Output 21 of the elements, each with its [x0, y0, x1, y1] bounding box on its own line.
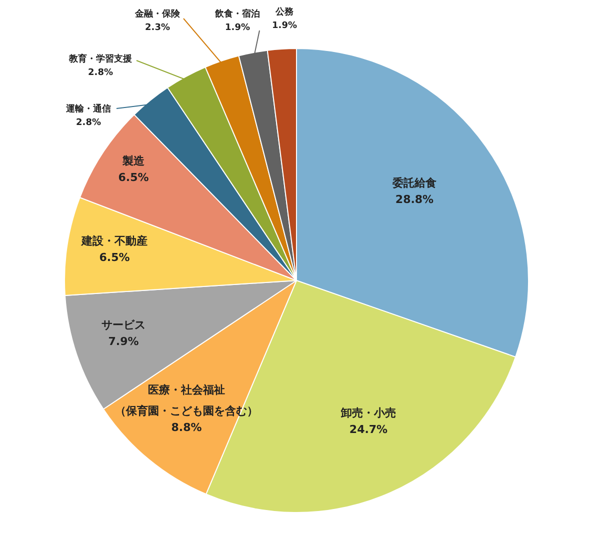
data-label: 24.7%: [349, 422, 388, 436]
slice-label: サービス: [102, 318, 146, 332]
slice-label: 公務: [274, 6, 294, 18]
slice-label: 委託給食: [392, 176, 436, 190]
slice-label: 製造: [122, 154, 146, 168]
data-label: 2.3%: [145, 22, 170, 33]
data-label: 6.5%: [118, 170, 149, 184]
data-label: 6.5%: [99, 250, 130, 264]
slice-label: 教育・学習支援: [68, 52, 133, 64]
data-label: 7.9%: [108, 334, 139, 348]
data-label: 2.8%: [88, 68, 113, 78]
data-label: 8.8%: [171, 420, 202, 434]
data-label: 28.8%: [395, 192, 434, 206]
data-label: 1.9%: [225, 22, 250, 33]
slice-label: 建設・不動産: [80, 234, 148, 248]
slice-label: 飲食・宿泊: [214, 8, 260, 20]
data-label: 2.8%: [76, 118, 101, 128]
slice-label: 金融・保険: [134, 8, 181, 20]
data-label: 1.9%: [272, 20, 297, 31]
slice-label: 卸売・小売: [340, 406, 396, 420]
slice-label: 運輸・通信: [65, 103, 111, 114]
